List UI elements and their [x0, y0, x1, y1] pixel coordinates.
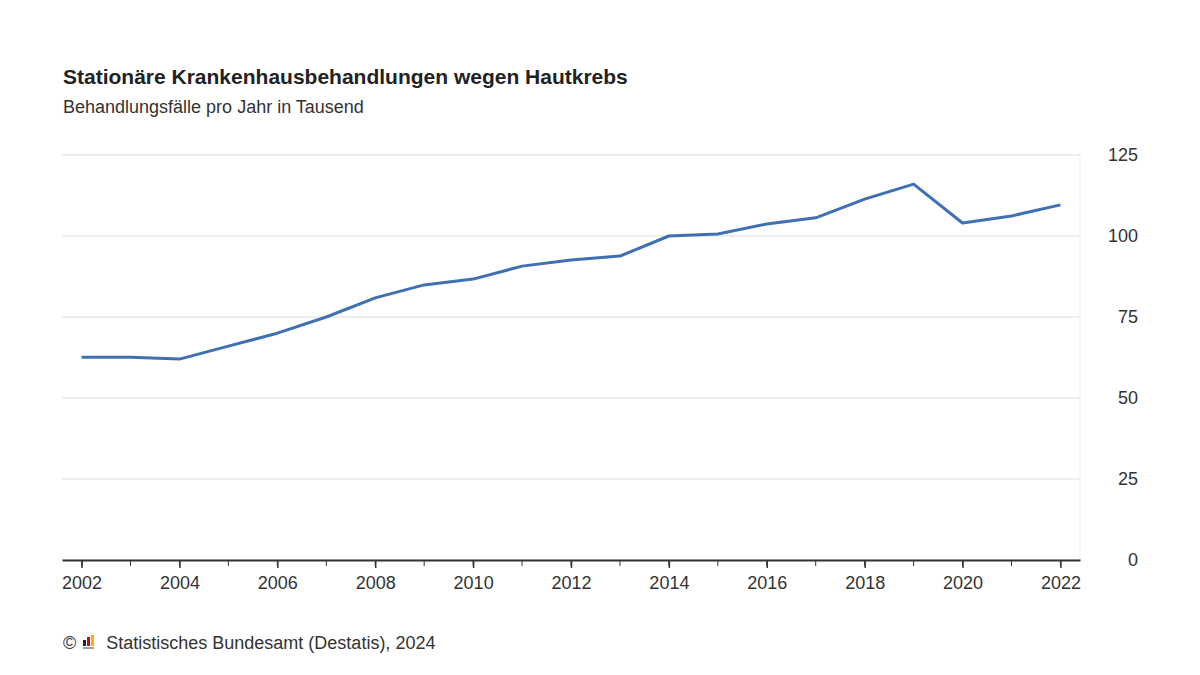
x-tick: 2012	[551, 560, 591, 593]
x-minor-tick	[179, 560, 180, 566]
y-tick-label: 100	[1108, 226, 1138, 246]
x-minor-tick	[962, 560, 963, 566]
x-minor-tick	[1011, 560, 1012, 566]
title: Stationäre Krankenhausbehandlungen wegen…	[63, 65, 628, 88]
x-tick: 2016	[747, 560, 787, 593]
x-tick-mark	[473, 560, 475, 568]
x-tick-mark	[767, 560, 769, 568]
y-axis-range	[1080, 155, 1081, 560]
y-axis-line	[1080, 156, 1081, 561]
x-tick-mark	[375, 560, 377, 568]
chart: Stationäre Krankenhausbehandlungen wegen…	[0, 0, 1200, 675]
x-minor-tick	[913, 560, 914, 566]
data-line	[82, 184, 1061, 359]
x-tick: 2018	[845, 560, 885, 593]
grid-line	[62, 317, 1080, 318]
x-minor-tick	[766, 560, 767, 566]
x-minor-tick	[326, 560, 327, 566]
grid-line	[62, 398, 1080, 399]
x-tick-label: 2008	[356, 573, 396, 593]
y-tick: 25	[1080, 469, 1138, 489]
x-minor-ticks	[82, 560, 1061, 566]
grid-line	[62, 236, 1080, 237]
x-tick: 2004	[160, 560, 200, 593]
plot-area	[82, 184, 1061, 359]
y-tick: 100	[1080, 226, 1138, 246]
x-tick: 2020	[943, 560, 983, 593]
y-axis: 0 25 50 75 100 125	[1080, 145, 1138, 570]
x-tick-mark	[1060, 560, 1062, 568]
y-tick: 125	[1080, 145, 1138, 165]
x-tick-label: 2020	[943, 573, 983, 593]
x-minor-tick	[522, 560, 523, 566]
x-tick-label: 2012	[551, 573, 591, 593]
x-tick-label: 2006	[258, 573, 298, 593]
y-tick-label: 50	[1118, 388, 1138, 408]
x-tick: 2008	[356, 560, 396, 593]
x-tick: 2014	[649, 560, 689, 593]
y-tick-label: 125	[1108, 145, 1138, 165]
grid-line	[62, 479, 1080, 480]
x-tick-mark	[962, 560, 964, 568]
grid-line	[62, 155, 1080, 156]
x-minor-tick	[473, 560, 474, 566]
x-tick-label: 2004	[160, 573, 200, 593]
source: © Statistisches Bundesamt (Destatis), 20…	[63, 633, 435, 653]
x-minor-tick	[571, 560, 572, 566]
x-tick: 2006	[258, 560, 298, 593]
x-minor-tick	[717, 560, 718, 566]
y-tick-label: 0	[1128, 550, 1138, 570]
x-tick-label: 2016	[747, 573, 787, 593]
source-text: © Statistisches Bundesamt (Destatis), 20…	[63, 633, 435, 653]
y-tick: 50	[1080, 388, 1138, 408]
x-tick: 2022	[1041, 560, 1081, 593]
x-tick-mark	[277, 560, 279, 568]
x-tick-label: 2014	[649, 573, 689, 593]
x-tick-mark	[864, 560, 866, 568]
x-minor-tick	[1060, 560, 1061, 566]
x-minor-tick	[815, 560, 816, 566]
grid	[62, 155, 1080, 560]
x-minor-tick	[864, 560, 865, 566]
x-tick-mark	[571, 560, 573, 568]
y-tick-label: 25	[1118, 469, 1138, 489]
x-minor-tick	[81, 560, 82, 566]
y-tick: 0	[1080, 550, 1138, 570]
x-tick: 2002	[62, 560, 102, 593]
x-tick-mark	[81, 560, 83, 568]
x-tick-mark	[179, 560, 181, 568]
x-tick-label: 2010	[454, 573, 494, 593]
y-tick-label: 75	[1118, 307, 1138, 327]
x-tick-label: 2018	[845, 573, 885, 593]
x-minor-tick	[375, 560, 376, 566]
subtitle: Behandlungsfälle pro Jahr in Tausend	[63, 97, 364, 117]
x-minor-tick	[424, 560, 425, 566]
x-tick-mark	[669, 560, 671, 568]
x-minor-tick	[668, 560, 669, 566]
x-tick-label: 2022	[1041, 573, 1081, 593]
x-axis: 2002 2004 2006 2008 2010 2012 2014 2016 2018 2020…	[62, 560, 1081, 593]
x-minor-tick	[228, 560, 229, 566]
y-tick: 75	[1080, 307, 1138, 327]
x-minor-tick	[130, 560, 131, 566]
x-minor-tick	[619, 560, 620, 566]
x-tick-label: 2002	[62, 573, 102, 593]
x-tick: 2010	[454, 560, 494, 593]
x-minor-tick	[277, 560, 278, 566]
